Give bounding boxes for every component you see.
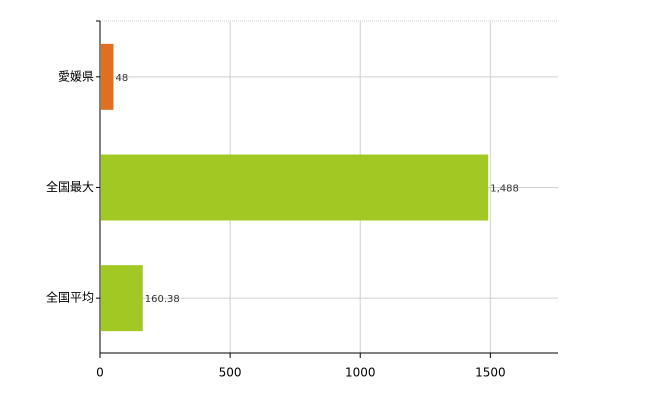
bar (101, 43, 114, 110)
y-tick-label: 全国最大 (46, 179, 94, 194)
x-tick-label: 1500 (475, 366, 506, 380)
value-label: 160.38 (145, 294, 180, 305)
y-tick-label: 全国平均 (46, 290, 94, 305)
y-tick-label: 愛媛県 (58, 69, 94, 83)
x-tick-label: 1000 (345, 366, 376, 380)
value-label: 48 (115, 73, 128, 84)
bar (101, 154, 489, 221)
x-tick-label: 0 (96, 366, 104, 380)
value-label: 1,488 (490, 184, 519, 195)
bar (101, 265, 143, 332)
x-tick-label: 500 (219, 366, 242, 380)
